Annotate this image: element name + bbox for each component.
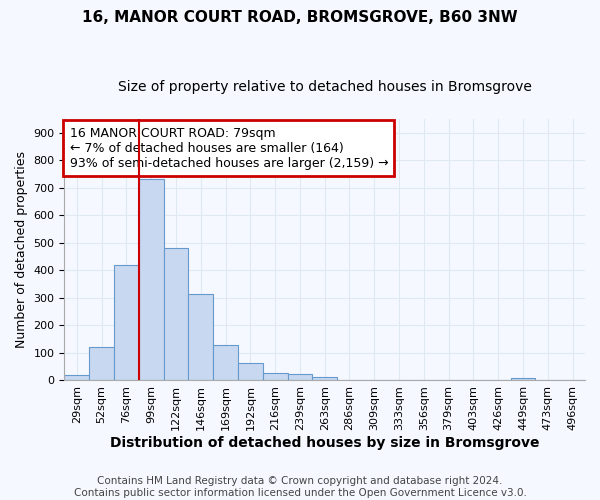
Text: Contains HM Land Registry data © Crown copyright and database right 2024.
Contai: Contains HM Land Registry data © Crown c…: [74, 476, 526, 498]
Bar: [188, 294, 213, 380]
Title: Size of property relative to detached houses in Bromsgrove: Size of property relative to detached ho…: [118, 80, 532, 94]
Bar: [263, 372, 287, 380]
Bar: [313, 378, 337, 380]
Bar: [139, 180, 164, 380]
Bar: [238, 362, 263, 380]
Bar: [511, 378, 535, 380]
Text: 16 MANOR COURT ROAD: 79sqm
← 7% of detached houses are smaller (164)
93% of semi: 16 MANOR COURT ROAD: 79sqm ← 7% of detac…: [70, 126, 388, 170]
Bar: [213, 344, 238, 380]
Bar: [164, 248, 188, 380]
Text: 16, MANOR COURT ROAD, BROMSGROVE, B60 3NW: 16, MANOR COURT ROAD, BROMSGROVE, B60 3N…: [82, 10, 518, 25]
X-axis label: Distribution of detached houses by size in Bromsgrove: Distribution of detached houses by size …: [110, 436, 539, 450]
Y-axis label: Number of detached properties: Number of detached properties: [15, 151, 28, 348]
Bar: [114, 265, 139, 380]
Bar: [89, 348, 114, 380]
Bar: [287, 374, 313, 380]
Bar: [64, 375, 89, 380]
